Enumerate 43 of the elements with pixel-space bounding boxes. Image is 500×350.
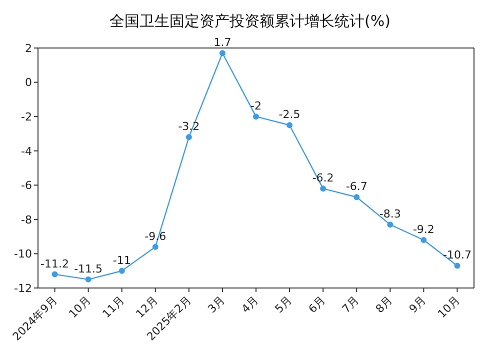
x-tick-label: 5月: [272, 294, 294, 316]
x-tick-label: 8月: [373, 294, 396, 316]
x-tick-label: 12月: [133, 294, 160, 321]
x-tick-label: 10月: [435, 294, 462, 321]
data-label: -2: [250, 100, 262, 113]
point: [118, 268, 125, 274]
point: [152, 244, 158, 250]
y-tick-label: -6: [21, 179, 32, 192]
data-label: -6.7: [346, 180, 368, 194]
x-tick-label: 6月: [306, 294, 328, 316]
y-tick-label: -4: [21, 144, 32, 158]
x-tick-label: 11月: [100, 294, 127, 321]
data-label: -11.5: [74, 262, 103, 276]
y-tick-label: 0: [25, 76, 32, 90]
point: [354, 194, 360, 200]
y-tick-label: 2: [25, 42, 32, 55]
point: [52, 271, 58, 278]
x-tick-label: 3月: [205, 294, 228, 316]
data-label: -2.5: [278, 108, 300, 122]
y-tick-label: -8: [21, 213, 32, 226]
y-tick-label: -2: [21, 110, 32, 124]
data-label: -10.7: [442, 248, 472, 262]
y-tick-label: -10: [14, 248, 32, 261]
x-tick-label: 7月: [340, 294, 362, 316]
point: [186, 134, 192, 140]
point: [320, 186, 326, 192]
point: [85, 276, 92, 282]
data-label: 1.7: [214, 36, 232, 50]
data-label: -11.2: [40, 257, 70, 270]
x-tick-label: 9月: [406, 294, 429, 316]
point: [454, 262, 460, 269]
point: [286, 122, 293, 128]
point: [387, 222, 394, 228]
data-label: -9.2: [412, 223, 434, 236]
chart-title: 全国卫生固定资产投资额累计增长统计(%): [108, 12, 392, 31]
data-label: -11: [112, 254, 131, 267]
x-tick-label: 4月: [239, 294, 261, 316]
point: [420, 237, 427, 243]
point: [253, 114, 259, 120]
y-tick-label: -12: [14, 282, 32, 295]
x-tick-label: 10月: [66, 294, 94, 321]
point: [219, 50, 226, 56]
data-label: -8.3: [379, 208, 401, 221]
